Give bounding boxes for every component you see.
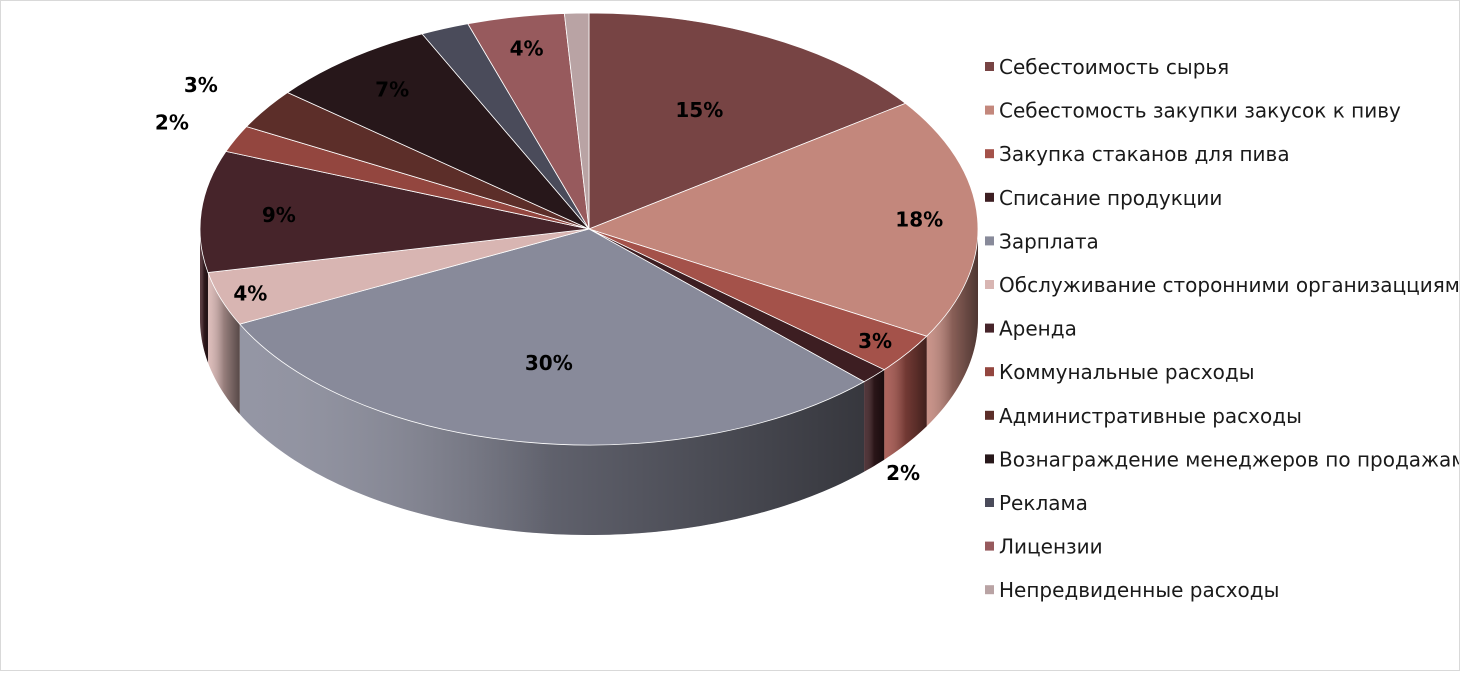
pie-sides [200,229,978,535]
legend-swatch-9 [985,454,994,464]
legend: Себестоимость сырья Себестомость закупки … [985,55,1460,602]
data-label-9: 7% [375,78,409,102]
pie-slice-9 [286,33,590,230]
data-label-8: 3% [184,73,218,97]
legend-label-10: Реклама [999,491,1088,515]
data-label-11: 4% [510,37,544,61]
pie-slice-6 [199,150,590,273]
legend-label-9: Вознаграждение менеджеров по продажам [999,447,1459,471]
data-label-2: 3% [858,329,892,353]
slice-side-shade-2 [884,336,927,460]
pie-slices [199,12,979,446]
pie-slice-4 [239,228,865,446]
legend-label-7: Коммунальные расходы [999,360,1255,384]
legend-label-5: Обслуживание сторонними организацциями [999,273,1459,297]
slice-side-shade-3 [864,369,885,472]
data-label-5: 4% [233,281,267,305]
legend-label-12: Непредвиденные расходы [999,578,1279,602]
legend-label-0: Себестоимость сырья [999,55,1229,79]
legend-swatch-0 [985,62,994,71]
legend-swatch-10 [985,498,994,507]
pie-slice-12 [563,12,590,230]
legend-swatch-7 [985,367,994,377]
data-label-1: 18% [895,208,943,232]
legend-swatch-6 [985,323,994,333]
data-label-4: 30% [525,351,573,375]
data-label-7: 2% [155,111,189,135]
legend-swatch-2 [985,149,994,159]
legend-label-2: Закупка стаканов для пива [999,142,1290,166]
legend-label-6: Аренда [999,317,1077,341]
legend-swatch-8 [985,410,994,420]
legend-label-11: Лицензии [999,535,1103,559]
legend-swatch-11 [985,541,994,551]
legend-swatch-3 [985,192,994,202]
legend-label-3: Списание продукции [999,186,1222,210]
legend-swatch-12 [985,585,994,595]
data-labels: 15%18%3%30%4%9%2%3%7%2%4%1%2% [155,0,943,485]
slice-side-shade-1 [926,229,978,427]
legend-label-4: Зарплата [999,229,1099,253]
data-label-0: 15% [675,98,723,122]
legend-label-8: Административные расходы [999,404,1302,428]
legend-swatch-1 [985,105,994,115]
slice-side-shade-4 [239,324,865,535]
pie-slice-0 [588,12,907,230]
legend-label-1: Себестомость закупки закусок к пиву [999,99,1401,123]
slice-side-shade-6 [200,229,208,363]
legend-swatch-4 [985,236,994,246]
data-label-extra-0: 2% [886,461,920,485]
pie-slice-1 [587,102,979,337]
data-label-6: 9% [262,203,296,227]
slice-side-shade-5 [207,272,240,415]
legend-swatch-5 [985,280,994,289]
